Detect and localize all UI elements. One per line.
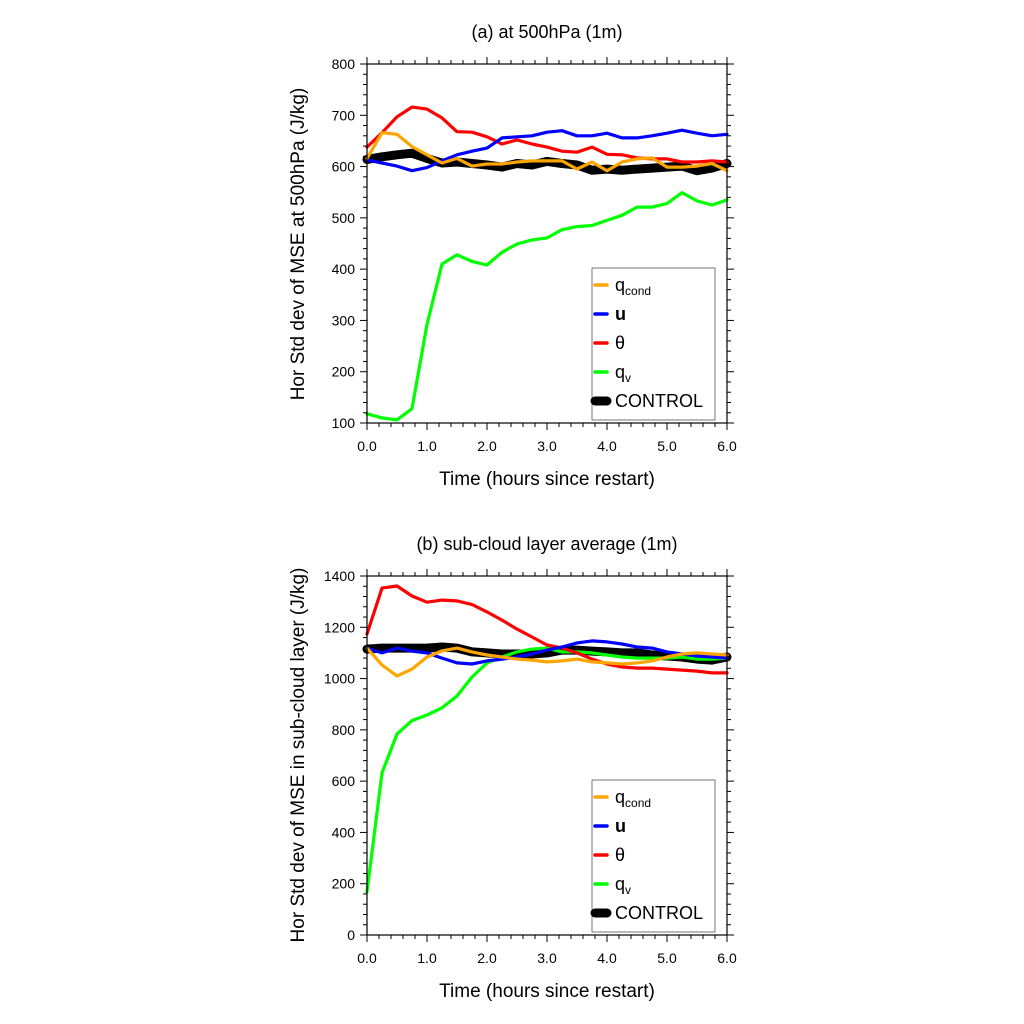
panel-b-line-qcond xyxy=(365,646,729,678)
panel-b-line-u xyxy=(365,639,729,666)
panel-a-line-theta xyxy=(365,105,729,164)
panel-a-legend-label-qv: qv xyxy=(615,362,631,385)
panel-a-x-tick-label: 0.0 xyxy=(357,438,377,454)
legend-label-subscript: cond xyxy=(625,796,651,810)
panel-b-y-tick-label: 200 xyxy=(332,876,356,892)
panel-b-series xyxy=(362,584,732,894)
panel-a-x-tick-label: 6.0 xyxy=(717,438,737,454)
panel-a-line-qcond xyxy=(365,131,729,173)
panel-b-x-tick-label: 1.0 xyxy=(417,950,437,966)
panel-a-series xyxy=(362,105,732,422)
panel-b-x-axis-title: Time (hours since restart) xyxy=(439,981,655,1002)
panel-b-y-tick-label: 1000 xyxy=(324,671,355,687)
panel-b-legend-label-qv: qv xyxy=(615,874,631,897)
legend-label-main: q xyxy=(615,275,625,295)
legend-label-main: q xyxy=(615,787,625,807)
panel-b-x-tick-label: 2.0 xyxy=(477,950,497,966)
panel-a-x-tick-label: 4.0 xyxy=(597,438,617,454)
panel-b-x-tick-label: 3.0 xyxy=(537,950,557,966)
panel-b-ticks xyxy=(360,569,734,942)
panel-a-tick-labels: 0.0 1.0 2.0 3.0 4.0 5.0 6.0 100 200 300 400 500 600 7… xyxy=(332,56,737,454)
panel-b-legend-box xyxy=(591,779,716,933)
panel-b-tick-labels: 0.0 1.0 2.0 3.0 4.0 5.0 6.0 0 200 400 600 800 1000 12… xyxy=(324,568,737,966)
panel-a-legend-label-control: CONTROL xyxy=(615,391,703,411)
panel-a-y-tick-label: 800 xyxy=(332,56,356,72)
panel-b-legend-label-u: u xyxy=(615,816,626,836)
panel-b: (b) sub-cloud layer average (1m) Hor Std… xyxy=(288,534,737,1002)
panel-b-legend-label-qcond: qcond xyxy=(615,787,651,810)
panel-b-y-tick-label: 600 xyxy=(332,773,356,789)
panel-a-line-qv xyxy=(365,191,729,422)
panel-a-x-tick-label: 3.0 xyxy=(537,438,557,454)
panel-b-x-tick-label: 6.0 xyxy=(717,950,737,966)
panel-b-title: (b) sub-cloud layer average (1m) xyxy=(416,534,677,554)
panel-b-y-axis-title: Hor Std dev of MSE in sub-cloud layer (J… xyxy=(288,568,309,943)
panel-b-legend-label-control: CONTROL xyxy=(615,903,703,923)
legend-label-main: q xyxy=(615,874,625,894)
panel-a-y-tick-label: 200 xyxy=(332,364,356,380)
panel-a-x-tick-label: 5.0 xyxy=(657,438,677,454)
panel-a-y-tick-label: 400 xyxy=(332,261,356,277)
panel-b-y-tick-label: 0 xyxy=(347,927,355,943)
panel-a-y-axis-title: Hor Std dev of MSE at 500hPa (J/kg) xyxy=(288,88,309,401)
legend-label-subscript: v xyxy=(625,371,631,385)
panel-a-x-tick-label: 1.0 xyxy=(417,438,437,454)
panel-b-x-tick-label: 0.0 xyxy=(357,950,377,966)
panel-a-ticks xyxy=(360,57,734,430)
panel-b-y-tick-label: 400 xyxy=(332,824,356,840)
panel-a-x-axis-title: Time (hours since restart) xyxy=(439,469,655,490)
panel-a-y-tick-label: 500 xyxy=(332,210,356,226)
panel-a-title: (a) at 500hPa (1m) xyxy=(471,22,622,42)
panel-b-y-tick-label: 1400 xyxy=(324,568,355,584)
panel-a-x-tick-label: 2.0 xyxy=(477,438,497,454)
panel-a-line-u xyxy=(365,128,729,173)
panel-b-x-tick-label: 5.0 xyxy=(657,950,677,966)
panel-a-legend-label-theta: θ xyxy=(615,333,625,353)
panel-b-x-tick-label: 4.0 xyxy=(597,950,617,966)
panel-a-y-tick-label: 600 xyxy=(332,159,356,175)
panel-a-legend-box xyxy=(591,267,716,421)
panel-a: (a) at 500hPa (1m) Hor Std dev of MSE at… xyxy=(288,22,737,490)
panel-b-y-tick-label: 1200 xyxy=(324,619,355,635)
panel-a-legend-label-u: u xyxy=(615,304,626,324)
panel-a-y-tick-label: 700 xyxy=(332,107,356,123)
panel-b-line-theta xyxy=(365,584,729,675)
legend-label-main: q xyxy=(615,362,625,382)
panel-a-y-tick-label: 300 xyxy=(332,312,356,328)
panel-b-legend-label-theta: θ xyxy=(615,845,625,865)
panel-a-legend-label-qcond: qcond xyxy=(615,275,651,298)
panel-b-y-tick-label: 800 xyxy=(332,722,356,738)
legend-label-subscript: cond xyxy=(625,284,651,298)
legend-label-subscript: v xyxy=(625,883,631,897)
panel-a-y-tick-label: 100 xyxy=(332,415,356,431)
